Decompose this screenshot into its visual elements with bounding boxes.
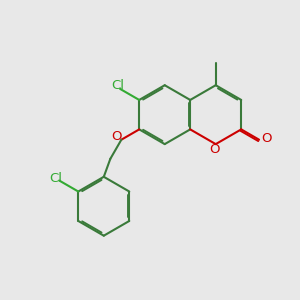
Text: O: O bbox=[209, 143, 220, 156]
Text: O: O bbox=[261, 132, 272, 145]
Text: Cl: Cl bbox=[111, 79, 124, 92]
Text: Cl: Cl bbox=[49, 172, 62, 184]
Text: O: O bbox=[112, 130, 122, 143]
